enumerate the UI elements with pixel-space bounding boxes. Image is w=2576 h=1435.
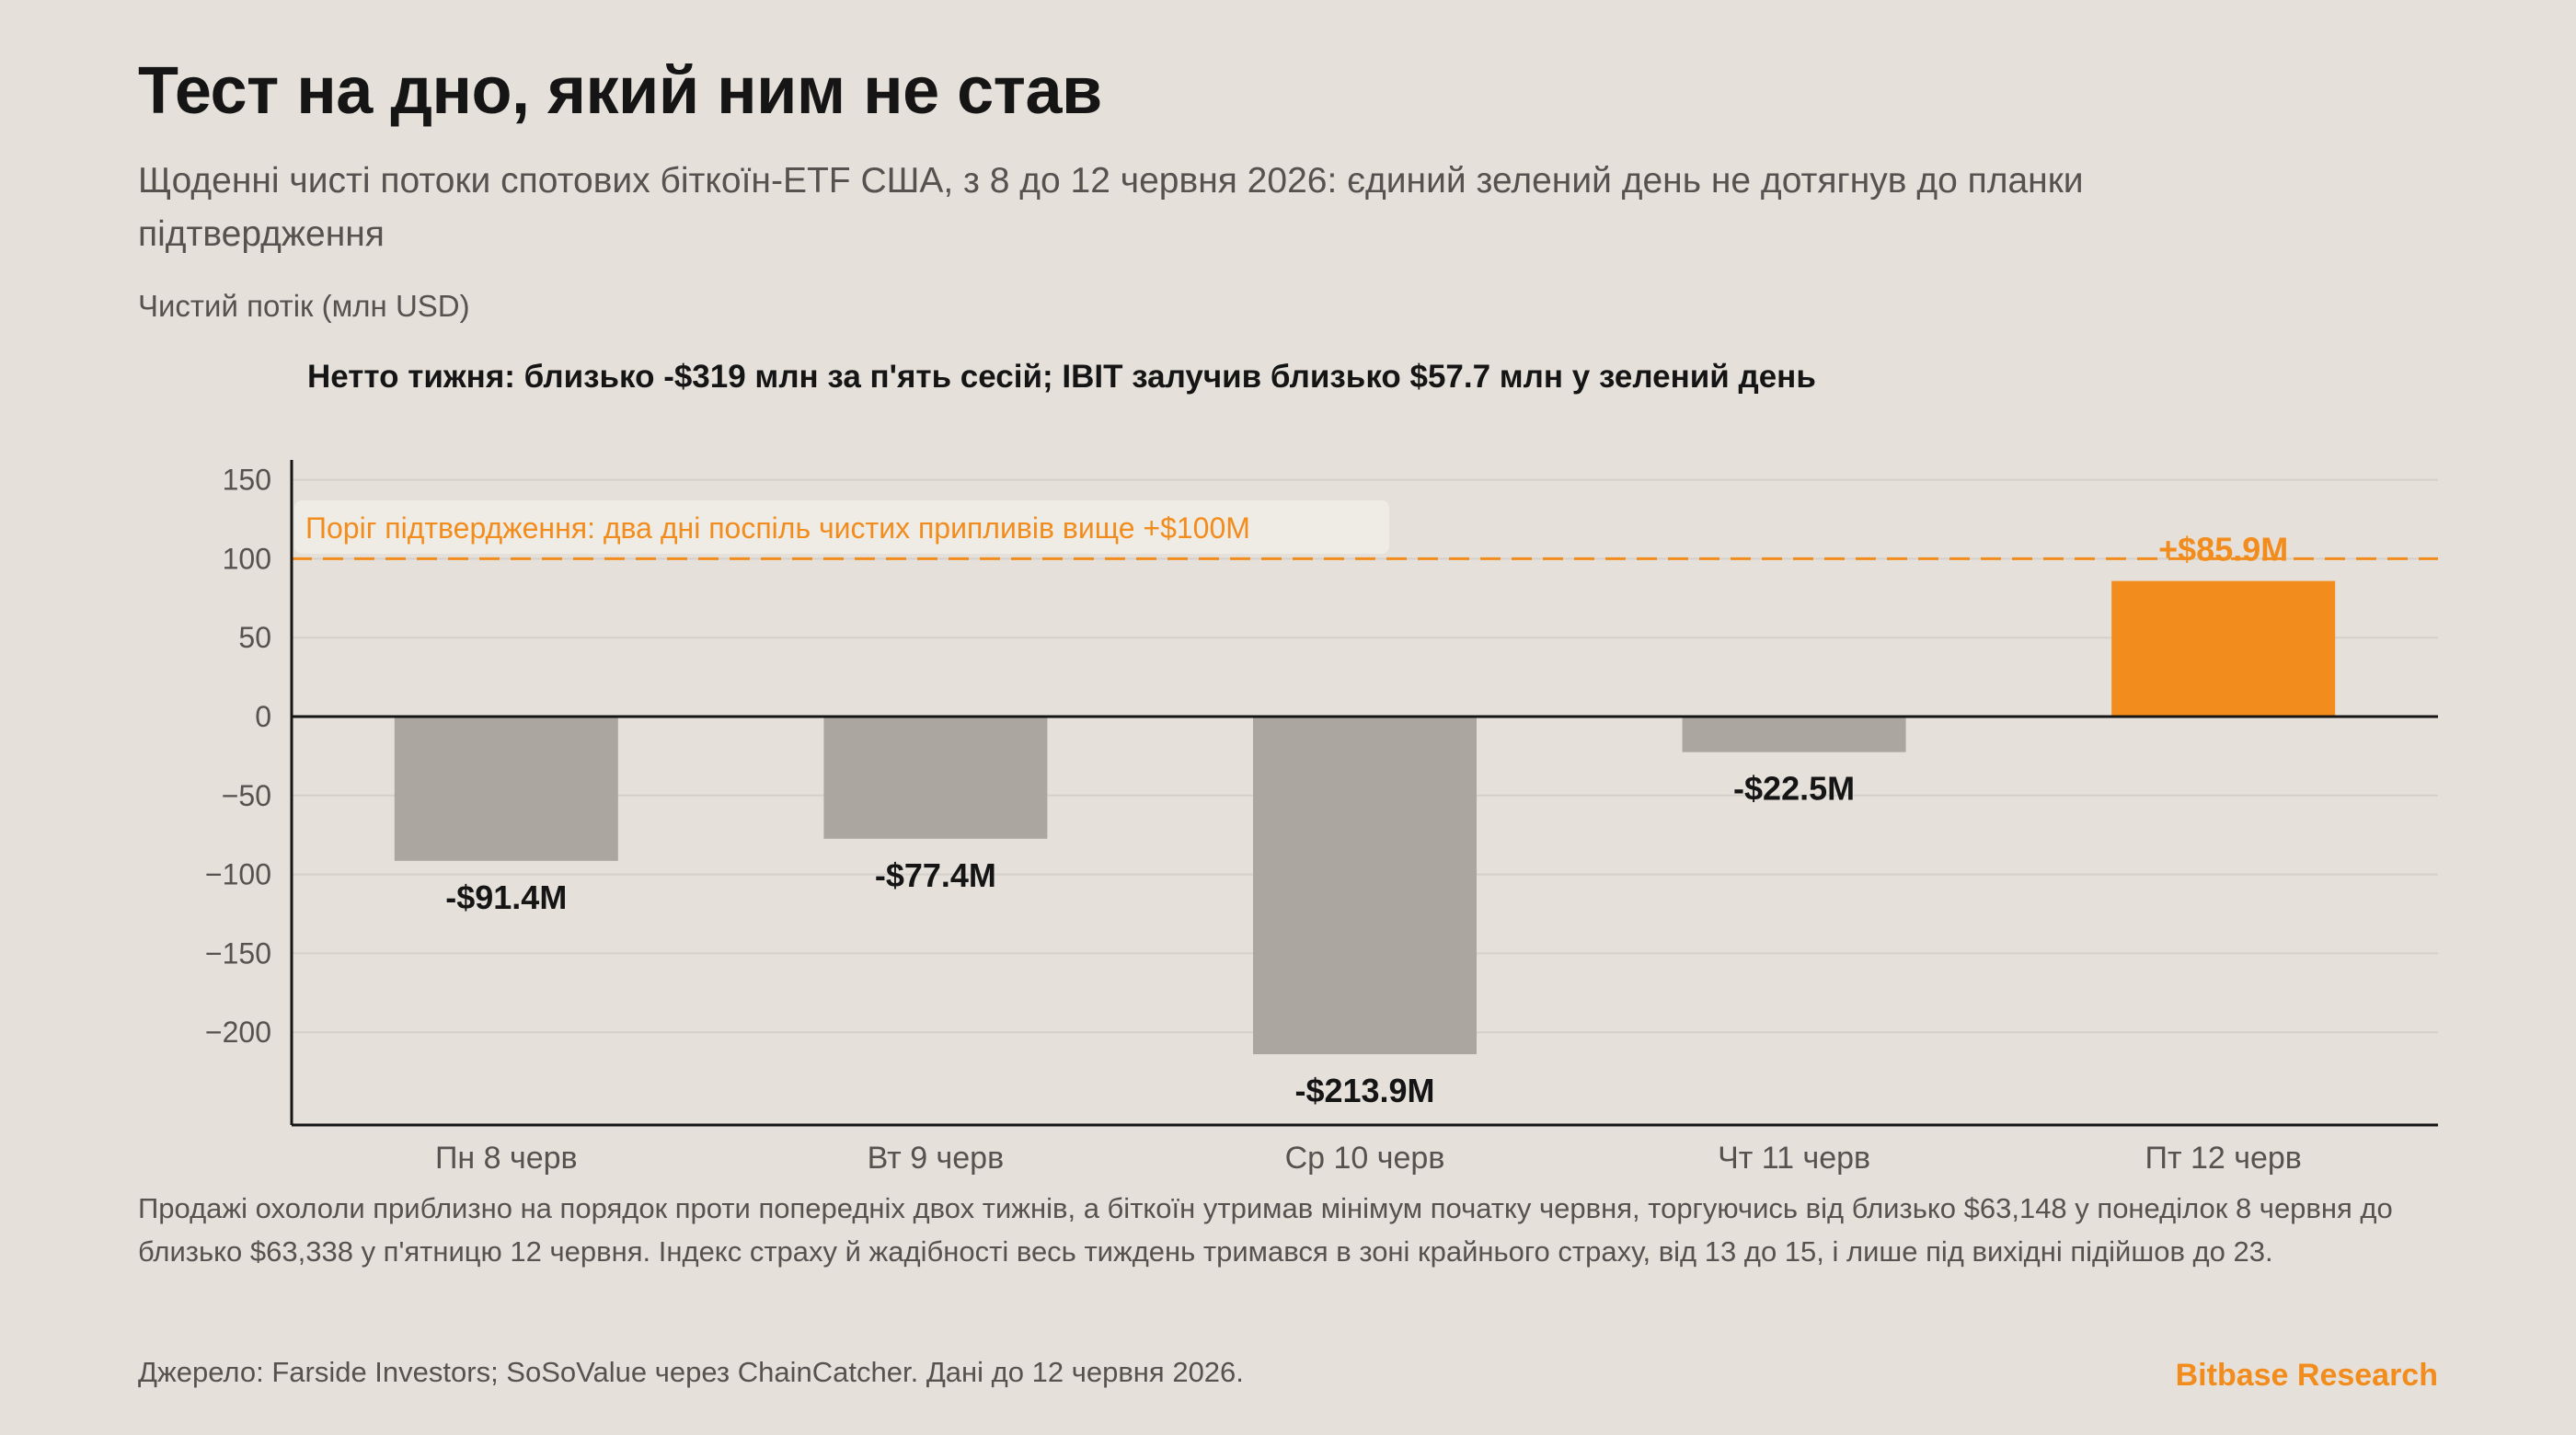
x-tick-label: Чт 11 черв [1718, 1141, 1870, 1176]
threshold-group: Поріг підтвердження: два дні поспіль чис… [292, 500, 2438, 560]
bar-5 [2111, 580, 2336, 717]
y-tick-label: −100 [205, 858, 271, 891]
y-axis-label: Чистий потік (млн USD) [138, 289, 470, 323]
bar-value-label: -$91.4M [445, 878, 567, 916]
bar-value-label: -$213.9M [1294, 1072, 1434, 1109]
bar-value-label: +$85.9M [2158, 531, 2288, 568]
y-tick-label: −150 [205, 936, 271, 970]
brand-logo-text: Bitbase Research [2175, 1358, 2438, 1393]
bar-4 [1682, 717, 1906, 752]
x-tick-label: Вт 9 черв [868, 1141, 1005, 1176]
axes [290, 460, 2438, 1127]
x-tick-label: Пт 12 черв [2145, 1141, 2302, 1176]
bar-1 [394, 717, 618, 861]
labels: 150 100 50 0 −50 −100 −150 −200 -$91.4M Пн 8 черв… [205, 464, 2302, 1176]
y-tick-label: 50 [238, 621, 271, 654]
bar-3 [1253, 717, 1477, 1055]
y-tick-label: 100 [223, 542, 271, 575]
threshold-label-box [294, 500, 1389, 554]
source-note: Джерело: Farside Investors; SoSoValue че… [138, 1356, 1244, 1388]
y-tick-label: 150 [223, 464, 271, 497]
commentary-note: Продажі охололи приблизно на порядок про… [138, 1192, 2393, 1268]
y-tick-label: −50 [222, 779, 271, 812]
y-tick-label: −200 [205, 1016, 271, 1049]
threshold-label: Поріг підтвердження: два дні поспіль чис… [305, 511, 1250, 545]
chart-subtitle: Щоденні чисті потоки спотових біткоїн-ET… [138, 161, 2084, 254]
bar-2 [823, 717, 1048, 839]
x-tick-label: Ср 10 черв [1285, 1141, 1445, 1176]
y-tick-label: 0 [255, 700, 271, 733]
bar-value-label: -$22.5M [1733, 770, 1855, 808]
bars [394, 580, 2336, 1055]
weekly-net-annotation: Нетто тижня: близько -$319 млн за п'ять … [307, 359, 1816, 395]
bar-value-label: -$77.4M [875, 856, 996, 894]
chart-title: Тест на дно, який ним не став [138, 54, 1102, 128]
x-tick-label: Пн 8 черв [435, 1141, 578, 1176]
